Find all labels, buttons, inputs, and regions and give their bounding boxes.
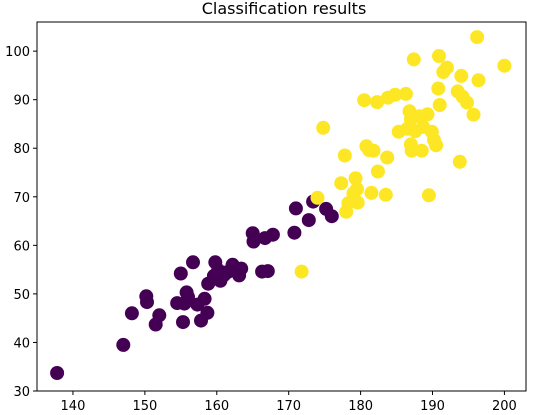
data-point-class-0 bbox=[173, 266, 188, 281]
data-point-class-0 bbox=[287, 225, 302, 240]
data-point-class-1 bbox=[404, 143, 419, 158]
data-point-class-1 bbox=[432, 49, 446, 63]
data-point-class-1 bbox=[421, 188, 436, 203]
x-tick-label: 150 bbox=[132, 399, 157, 414]
data-point-class-0 bbox=[234, 261, 249, 276]
data-point-class-1 bbox=[364, 185, 379, 200]
data-point-class-1 bbox=[420, 107, 435, 122]
data-point-class-1 bbox=[470, 30, 485, 45]
data-point-class-1 bbox=[337, 148, 352, 163]
y-tick-label: 70 bbox=[13, 191, 30, 206]
y-tick-label: 100 bbox=[5, 45, 30, 60]
data-point-class-1 bbox=[316, 120, 331, 135]
data-point-class-0 bbox=[260, 264, 275, 279]
y-axis: 30 40 50 60 70 80 90 100 bbox=[5, 45, 37, 400]
data-point-class-0 bbox=[50, 366, 65, 380]
data-point-class-0 bbox=[200, 305, 215, 320]
y-tick-label: 30 bbox=[13, 385, 30, 400]
data-point-class-1 bbox=[348, 171, 363, 186]
x-tick-label: 140 bbox=[61, 399, 86, 414]
data-point-class-1 bbox=[406, 52, 421, 67]
x-tick-label: 200 bbox=[492, 399, 517, 414]
x-tick-label: 160 bbox=[204, 399, 229, 414]
x-tick-label: 190 bbox=[420, 399, 445, 414]
data-point-class-1 bbox=[452, 154, 467, 169]
data-point-class-0 bbox=[324, 209, 339, 224]
data-point-class-1 bbox=[378, 187, 393, 202]
y-tick-label: 50 bbox=[13, 288, 30, 303]
data-point-class-1 bbox=[471, 73, 486, 88]
data-point-class-1 bbox=[294, 264, 309, 279]
data-point-class-0 bbox=[197, 291, 212, 306]
data-point-class-1 bbox=[460, 95, 474, 110]
data-point-class-1 bbox=[350, 182, 364, 196]
y-tick-label: 80 bbox=[13, 142, 30, 157]
data-point-class-1 bbox=[370, 95, 385, 110]
data-point-class-1 bbox=[334, 176, 349, 191]
data-point-class-1 bbox=[497, 58, 512, 73]
x-axis: 140 150 160 170 180 190 200 bbox=[61, 391, 517, 414]
data-point-class-1 bbox=[370, 164, 385, 179]
data-point-class-1 bbox=[380, 150, 395, 165]
data-point-class-0 bbox=[301, 213, 316, 228]
x-tick-label: 180 bbox=[348, 399, 373, 414]
data-point-class-1 bbox=[414, 143, 429, 158]
plot-frame bbox=[36, 21, 527, 392]
data-point-class-1 bbox=[366, 143, 381, 158]
x-tick-label: 170 bbox=[276, 399, 301, 414]
data-point-class-0 bbox=[124, 306, 139, 321]
data-point-class-1 bbox=[431, 81, 446, 96]
y-tick-label: 90 bbox=[13, 94, 30, 109]
data-point-class-0 bbox=[181, 289, 195, 304]
data-point-class-0 bbox=[152, 308, 167, 323]
data-point-class-0 bbox=[176, 315, 190, 330]
data-point-class-0 bbox=[288, 201, 303, 216]
chart-title: Classification results bbox=[202, 0, 367, 18]
data-point-class-1 bbox=[388, 87, 403, 102]
data-point-class-0 bbox=[246, 234, 261, 249]
data-point-class-1 bbox=[439, 60, 454, 75]
points-layer bbox=[50, 30, 512, 380]
data-point-class-1 bbox=[432, 98, 447, 112]
data-point-class-1 bbox=[454, 68, 469, 83]
data-point-class-0 bbox=[265, 227, 280, 242]
data-point-class-1 bbox=[357, 93, 372, 108]
data-point-class-1 bbox=[466, 107, 481, 122]
data-point-class-1 bbox=[310, 190, 325, 205]
y-tick-label: 40 bbox=[13, 336, 30, 351]
data-point-class-1 bbox=[429, 138, 444, 153]
data-point-class-0 bbox=[140, 295, 154, 310]
data-point-class-1 bbox=[398, 86, 413, 101]
y-tick-label: 60 bbox=[13, 239, 30, 254]
data-point-class-0 bbox=[116, 337, 131, 352]
data-point-class-0 bbox=[186, 255, 200, 270]
data-point-class-1 bbox=[350, 195, 365, 210]
